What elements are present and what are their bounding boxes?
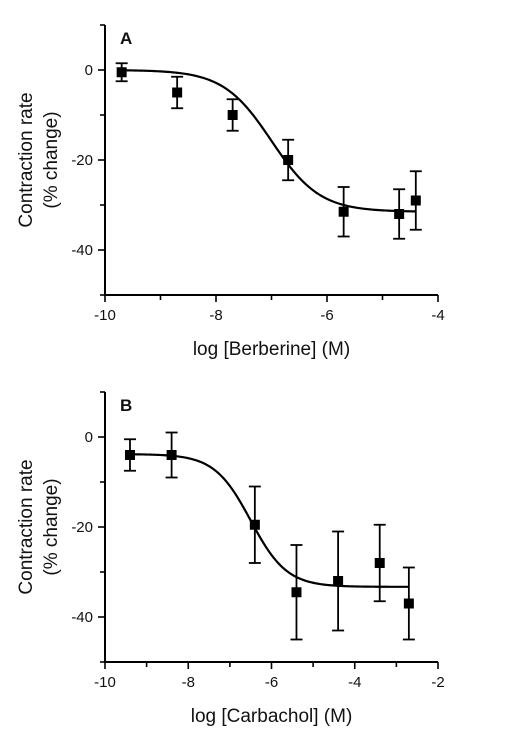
panel-b-data-point bbox=[291, 587, 302, 598]
panel-a-x-tick-label: -10 bbox=[94, 307, 116, 324]
panel-b-data-point bbox=[166, 450, 177, 460]
panel-a-fit-curve bbox=[121, 69, 416, 213]
panel-a-data-point bbox=[227, 110, 238, 120]
panel-b: 0 -20 -40 -10 -8 -6 -4 -2 B log [Carbachol] (M)… bbox=[16, 391, 445, 727]
panel-b-data-point bbox=[124, 450, 135, 460]
panel-a-data-point bbox=[283, 155, 294, 165]
panel-a-x-axis-title: log [Berberine] (M) bbox=[193, 339, 350, 360]
panel-b-data-point bbox=[333, 576, 344, 586]
panel-b-y-tick-label: 0 bbox=[85, 429, 93, 446]
panel-b-x-tick-label: -2 bbox=[431, 674, 444, 691]
panel-a-data-point bbox=[116, 67, 127, 78]
panel-a-data-point bbox=[172, 87, 183, 98]
panel-a-y-axis-title-line1: Contraction rate bbox=[16, 92, 37, 227]
panel-a-data-point bbox=[338, 206, 349, 217]
panel-b-y-axis-title-line1: Contraction rate bbox=[16, 459, 37, 594]
panel-a-x-tick-label: -8 bbox=[209, 307, 222, 324]
panel-a-x-tick-label: -4 bbox=[431, 307, 444, 324]
panel-a-y-axis-title-line2: (% change) bbox=[41, 111, 62, 208]
panel-b-data-point bbox=[403, 598, 414, 609]
panel-a-y-tick-label: -40 bbox=[71, 242, 93, 259]
panel-a-data-points bbox=[115, 62, 422, 240]
panel-b-y-axis-title-line2: (% change) bbox=[41, 478, 62, 575]
panel-b-x-tick-label: -8 bbox=[182, 674, 195, 691]
panel-a-y-tick-label: -20 bbox=[71, 152, 93, 169]
panel-a-y-tick-label: 0 bbox=[85, 62, 93, 79]
panel-a-data-point bbox=[394, 209, 405, 219]
panel-b-x-tick-label: -4 bbox=[348, 674, 361, 691]
panel-b-data-points bbox=[123, 431, 415, 641]
panel-b-x-tick-label: -10 bbox=[94, 674, 116, 691]
panel-a-axes: 0 -20 -40 -10 -8 -6 -4 bbox=[71, 24, 445, 324]
panel-b-x-tick-label: -6 bbox=[265, 674, 278, 691]
panel-a-x-tick-label: -6 bbox=[320, 307, 333, 324]
panel-a-data-point bbox=[410, 195, 421, 206]
panel-a-label: A bbox=[120, 29, 132, 48]
panel-b-x-axis-title: log [Carbachol] (M) bbox=[191, 706, 353, 727]
panel-b-data-point bbox=[374, 558, 385, 568]
panel-b-y-tick-label: -20 bbox=[71, 519, 93, 536]
panel-b-axes: 0 -20 -40 -10 -8 -6 -4 -2 bbox=[71, 391, 445, 691]
panel-b-y-tick-label: -40 bbox=[71, 609, 93, 626]
panel-a-fit-curve-group bbox=[121, 69, 416, 213]
panel-a: 0 -20 -40 -10 -8 -6 -4 A log [Berberine] (M) C… bbox=[16, 24, 445, 360]
panel-b-data-point bbox=[249, 519, 260, 530]
panel-b-label: B bbox=[120, 396, 132, 415]
